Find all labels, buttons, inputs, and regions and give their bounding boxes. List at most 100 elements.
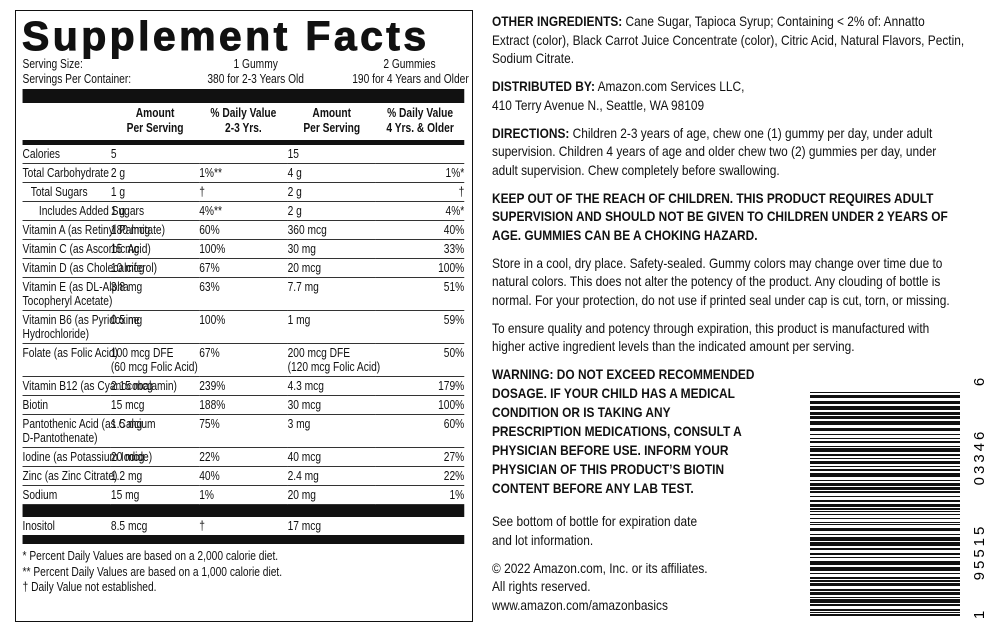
barcode-bar: [810, 577, 960, 579]
warning-line: PHYSICIAN OF THIS PRODUCT’S BIOTIN: [492, 461, 725, 477]
amount: 2.15 mcg: [110, 376, 200, 396]
amount: 180 mcg: [110, 220, 200, 240]
barcode-bar: [810, 473, 960, 477]
ingredients-text: Cane Sugar, Tapioca Syrup; Containing < …: [492, 13, 965, 66]
daily-value: 1%: [199, 485, 288, 505]
nutrient-name: Vitamin E (as DL-Alpha Tocopheryl Acetat…: [22, 277, 129, 311]
amount: 15 mg: [110, 239, 200, 259]
amount: 2 g: [287, 182, 376, 202]
daily-value: 51%: [375, 277, 465, 311]
daily-value: 22%: [199, 447, 288, 467]
barcode-bar: [810, 614, 960, 616]
barcode-bar: [810, 412, 960, 415]
distributor: DISTRIBUTED BY: Amazon.com Services LLC,…: [492, 77, 965, 114]
barcode-bar: [810, 438, 960, 439]
divider: [22, 140, 465, 145]
column-header: Amount Per Serving: [303, 106, 361, 135]
barcode-bar: [810, 518, 960, 519]
daily-value: 179%: [375, 376, 465, 396]
amount: 10 mcg: [110, 258, 200, 278]
barcode-bar: [810, 514, 960, 515]
copyright: © 2022 Amazon.com, Inc. or its affiliate…: [492, 559, 965, 596]
facts-title: Supplement Facts: [22, 13, 430, 59]
daily-value: [375, 145, 465, 164]
nutrient-row: Iodine (as Potassium Iodide) 20 mcg 22% 40 …: [22, 447, 465, 467]
daily-value: 63%: [199, 277, 288, 311]
daily-value: 75%: [199, 414, 288, 448]
amount: 2 g: [287, 201, 376, 221]
nutrient-row: Vitamin B6 (as Pyridoxine Hydrochloride)…: [22, 310, 465, 344]
barcode-bar: [810, 496, 960, 497]
divider-fill: [22, 140, 465, 145]
barcode-bar: [810, 421, 960, 425]
amount: 15 mg: [110, 485, 200, 505]
amount: 30 mcg: [287, 395, 376, 415]
expiration-line: and lot information.: [492, 531, 594, 548]
amount: 8.5 mcg: [110, 519, 148, 533]
nutrient-row: Vitamin E (as DL-Alpha Tocopheryl Acetat…: [22, 277, 465, 311]
amount: 20 mg: [287, 485, 376, 505]
daily-value: †: [375, 182, 465, 202]
barcode-bar: [810, 406, 960, 410]
column-header: Amount Per Serving: [126, 106, 184, 135]
barcode-bar: [810, 583, 960, 586]
barcode-bar: [810, 567, 960, 571]
amount: 4 g: [287, 163, 376, 183]
amount: 15 mcg: [110, 395, 200, 415]
copyright-line: All rights reserved.: [492, 578, 591, 594]
barcode-bar: [810, 548, 960, 550]
website-text: www.amazon.com/amazonbasics: [492, 596, 668, 613]
daily-value: 60%: [375, 414, 465, 448]
nutrient-name: Inositol: [22, 519, 55, 533]
barcode: 1 95515 03346 6: [808, 378, 988, 622]
footnote: * Percent Daily Values are based on a 2,…: [22, 549, 279, 563]
nutrient-row: Includes Added Sugars 1 g 4%** 2 g 4%*: [22, 201, 465, 221]
nutrient-name: Total Carbohydrate: [22, 163, 111, 183]
barcode-bar: [810, 395, 960, 398]
amount: 2.4 mg: [287, 466, 376, 486]
column-header: % Daily Value 4 Yrs. & Older: [386, 106, 454, 135]
expiration: See bottom of bottle for expiration date…: [492, 512, 965, 549]
nutrient-name: Vitamin C (as Ascorbic Acid): [22, 239, 151, 259]
divider: [22, 504, 465, 517]
daily-value: †: [199, 182, 288, 202]
amount: 0.5 mg: [110, 310, 200, 344]
daily-value: 100%: [375, 395, 465, 415]
barcode-bar: [810, 458, 960, 459]
barcode-bar: [810, 466, 960, 467]
barcode-bar: [810, 416, 960, 419]
nutrient-name: Vitamin B12 (as Cyanocobalamin): [22, 376, 177, 396]
nutrient-name: Biotin: [22, 395, 111, 415]
barcode-digit: 6: [971, 378, 988, 386]
expiration-line: See bottom of bottle for expiration date: [492, 513, 698, 529]
barcode-bar: [810, 557, 960, 558]
barcode-digit: 03346: [971, 429, 988, 486]
barcode-bar: [810, 446, 960, 447]
barcode-bar: [810, 401, 960, 404]
daily-value: [199, 145, 288, 164]
divider-fill: [22, 535, 465, 544]
barcode-bars: [810, 392, 960, 616]
barcode-bar: [810, 522, 960, 523]
daily-value: 1%: [375, 485, 465, 505]
barcode-bar: [810, 612, 960, 613]
amount: 30 mg: [287, 239, 376, 259]
nutrient-row: Biotin 15 mcg 188% 30 mcg 100%: [22, 395, 465, 415]
amount: 1 g: [110, 201, 200, 221]
amount: 15: [287, 145, 376, 164]
amount: 5: [110, 145, 200, 164]
nutrient-row: Inositol 8.5 mcg † 17 mcg: [23, 517, 465, 535]
barcode-bar: [810, 609, 960, 611]
amount: 1.2 mg: [110, 466, 200, 486]
barcode-bar: [810, 537, 960, 541]
distributor-lead: DISTRIBUTED BY:: [492, 78, 595, 94]
barcode-bar: [810, 589, 960, 591]
barcode-bar: [810, 448, 960, 452]
barcode-bar: [810, 441, 960, 443]
barcode-bar: [810, 524, 960, 525]
potency: To ensure quality and potency through ex…: [492, 319, 930, 355]
ingredients: OTHER INGREDIENTS: Cane Sugar, Tapioca S…: [492, 12, 965, 68]
nutrient-name: Total Sugars: [22, 182, 111, 202]
column-header: % Daily Value 2-3 Yrs.: [210, 106, 277, 135]
